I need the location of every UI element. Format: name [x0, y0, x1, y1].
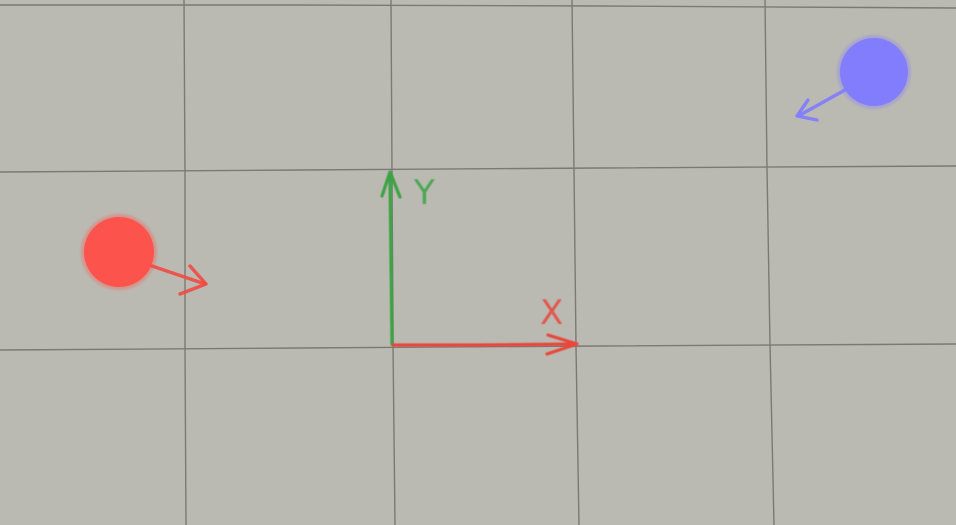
- grid-line-vertical: [764, 0, 775, 525]
- red-ball[interactable]: [81, 214, 208, 296]
- blue-velocity-arrowhead: [795, 98, 819, 122]
- y-axis-arrowhead: [380, 170, 402, 199]
- grid-line-vertical: [571, 0, 580, 525]
- grid-line-vertical: [183, 0, 187, 525]
- grid-line-horizontal: [0, 4, 956, 9]
- y-axis-line: [388, 172, 394, 346]
- x-axis-line: [391, 342, 577, 347]
- x-axis-arrowhead: [545, 333, 579, 356]
- grid-line-horizontal: [0, 343, 956, 351]
- grid-line-horizontal: [0, 165, 956, 173]
- x-axis: X: [391, 293, 579, 356]
- red-velocity-arrow: [150, 264, 207, 286]
- x-axis-label: X: [540, 293, 563, 333]
- blue-ball-body[interactable]: [840, 38, 908, 106]
- red-ball-body[interactable]: [84, 217, 154, 287]
- y-axis-label: Y: [413, 173, 435, 213]
- blue-velocity-arrow: [798, 88, 847, 117]
- red-velocity-arrowhead: [178, 264, 208, 296]
- y-axis: Y: [380, 170, 435, 346]
- blue-ball[interactable]: [795, 35, 911, 122]
